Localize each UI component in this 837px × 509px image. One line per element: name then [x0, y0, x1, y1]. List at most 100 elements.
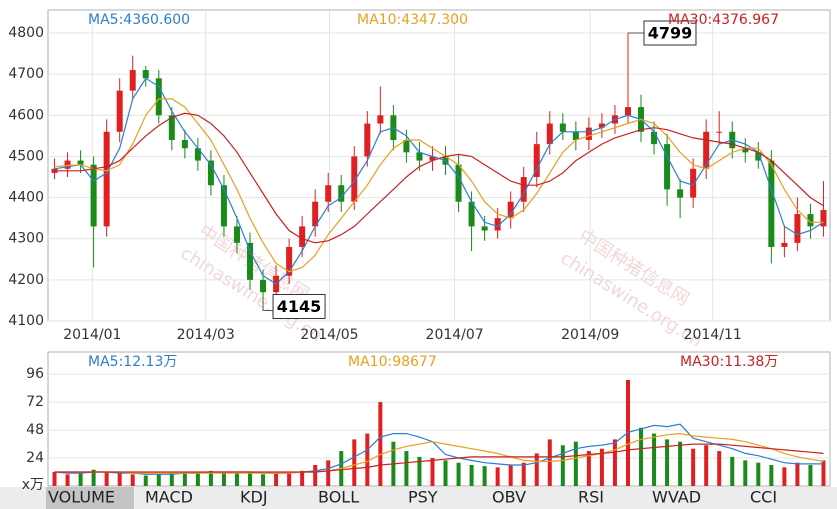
volume-bar	[795, 462, 800, 486]
candle-body	[90, 164, 97, 227]
x-tick-label: 2014/09	[561, 327, 619, 343]
volume-bar	[274, 473, 279, 486]
tab[interactable]: PSY	[408, 488, 438, 507]
tab[interactable]: RSI	[578, 488, 604, 507]
y-tick-label: 48	[26, 422, 44, 438]
candle-body	[194, 148, 201, 161]
legend-label: MA30:4376.967	[668, 12, 779, 28]
volume-bar	[704, 445, 709, 486]
candle-body	[103, 131, 110, 227]
candle-body	[794, 214, 801, 243]
volume-bar	[221, 472, 226, 486]
volume-bar	[143, 475, 148, 486]
candle-body	[129, 70, 136, 91]
volume-bar	[378, 402, 383, 486]
y-tick-label: 24	[26, 450, 44, 466]
candle-body	[429, 156, 436, 161]
tab[interactable]: OBV	[492, 488, 526, 507]
tab[interactable]: MACD	[145, 488, 193, 507]
annotation-box	[272, 293, 326, 319]
volume-bar	[821, 460, 826, 486]
volume-bar	[182, 472, 187, 486]
legend-label: MA5:12.13万	[88, 354, 177, 370]
candle-body	[807, 214, 814, 227]
volume-bar	[495, 467, 500, 486]
candle-body	[155, 78, 162, 116]
candle-body	[116, 90, 123, 132]
volume-bar	[352, 439, 357, 486]
candle-body	[207, 160, 214, 186]
volume-bar	[534, 453, 539, 486]
candle-body	[585, 127, 592, 140]
candle-body	[533, 144, 540, 178]
candle-body	[416, 152, 423, 161]
y-tick-label: 4300	[8, 231, 44, 247]
volume-bar	[730, 456, 735, 486]
candle-body	[377, 115, 384, 124]
ma-line	[54, 432, 824, 474]
tab[interactable]: KDJ	[240, 488, 268, 507]
candle-body	[781, 242, 788, 247]
tab-active[interactable]	[46, 487, 134, 509]
candle-body	[664, 144, 671, 190]
volume-bar	[104, 472, 109, 486]
candle-body	[338, 185, 345, 202]
candle-body	[507, 201, 514, 219]
candle-body	[598, 123, 605, 128]
volume-bar	[117, 473, 122, 486]
volume-bar	[78, 473, 83, 486]
candle-body	[481, 226, 488, 231]
volume-bar	[769, 465, 774, 486]
candle-body	[820, 209, 827, 227]
candle-body	[233, 226, 240, 243]
volume-bar	[652, 433, 657, 486]
y-tick-label: 4800	[8, 25, 44, 41]
tab[interactable]: CCI	[750, 488, 777, 507]
x-tick-label: 2014/11	[684, 327, 742, 343]
volume-bar	[456, 462, 461, 486]
y-tick-label: 96	[26, 366, 44, 382]
volume-bar	[52, 472, 57, 486]
volume-bar	[91, 469, 96, 486]
volume-bar	[365, 433, 370, 486]
candle-body	[181, 139, 188, 149]
volume-bar	[261, 474, 266, 486]
volume-bar	[443, 460, 448, 486]
volume-bar	[469, 465, 474, 486]
volume-bar	[404, 451, 409, 486]
tab[interactable]: WVAD	[652, 488, 701, 507]
x-tick-label: 2014/05	[300, 327, 358, 343]
volume-bar	[417, 456, 422, 486]
volume-bar	[782, 467, 787, 486]
candle-body	[768, 160, 775, 247]
volume-bar	[430, 458, 435, 486]
x-tick-label: 2014/07	[426, 327, 484, 343]
tab[interactable]: VOLUME	[48, 488, 115, 507]
volume-bar	[665, 439, 670, 486]
candle-body	[286, 246, 293, 276]
legend-label: MA5:4360.600	[88, 12, 190, 28]
volume-bar	[313, 465, 318, 486]
candle-body	[142, 70, 149, 79]
x-tick-label: 2014/03	[177, 327, 235, 343]
candle-body	[690, 168, 697, 198]
y-tick-label: 4100	[8, 313, 44, 329]
volume-bar	[586, 451, 591, 486]
y-tick-label: 4700	[8, 66, 44, 82]
volume-bar	[169, 473, 174, 486]
candle-body	[755, 152, 762, 161]
volume-bar	[65, 474, 70, 486]
candle-body	[312, 201, 319, 227]
legend-label: MA10:98677	[348, 354, 437, 370]
volume-bar	[156, 474, 161, 486]
candle-body	[546, 123, 553, 145]
candle-body	[351, 156, 358, 202]
candle-body	[520, 177, 527, 202]
tab[interactable]: BOLL	[318, 488, 359, 507]
candle-body	[455, 164, 462, 202]
candle-body	[220, 185, 227, 227]
volume-bar	[508, 465, 513, 486]
volume-bar	[195, 472, 200, 486]
